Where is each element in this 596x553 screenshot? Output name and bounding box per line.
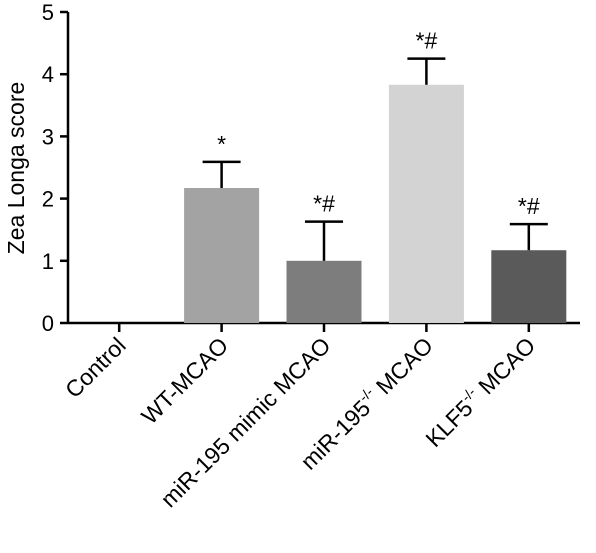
significance-labels-group: * *# *# *#	[217, 28, 540, 219]
bar	[184, 188, 259, 323]
y-tick-label: 3	[42, 124, 54, 149]
category-label: miR-195 mimic MCAO	[155, 332, 335, 512]
y-ticks-group: 0 1 2 3 4 5	[42, 0, 68, 336]
category-label-text: miR-195	[295, 395, 375, 475]
y-axis-title: Zea Longa score	[3, 82, 29, 255]
category-label: Control	[60, 332, 131, 403]
category-labels-group: ControlWT-MCAOmiR-195 mimic MCAOmiR-195-…	[60, 331, 540, 513]
y-tick-label: 1	[42, 249, 54, 274]
category-label-text: WT-MCAO	[136, 332, 233, 429]
bar	[389, 85, 464, 323]
significance-label: *#	[518, 193, 540, 219]
significance-label: *#	[313, 191, 335, 217]
category-label-text: Control	[60, 332, 131, 403]
y-tick-label: 4	[42, 62, 54, 87]
significance-label: *	[217, 131, 226, 157]
category-label-suffix: MCAO	[469, 332, 541, 404]
category-label-suffix: MCAO	[366, 332, 438, 404]
category-label: KLF5-/- MCAO	[419, 331, 540, 452]
significance-label: *#	[416, 28, 438, 54]
y-tick-label: 2	[42, 187, 54, 212]
y-tick-label: 5	[42, 0, 54, 25]
bar	[491, 250, 566, 323]
bar	[287, 261, 362, 323]
category-label-text: miR-195 mimic MCAO	[155, 332, 335, 512]
category-label: WT-MCAO	[136, 332, 233, 429]
bars-group	[184, 85, 566, 323]
y-tick-label: 0	[42, 311, 54, 336]
